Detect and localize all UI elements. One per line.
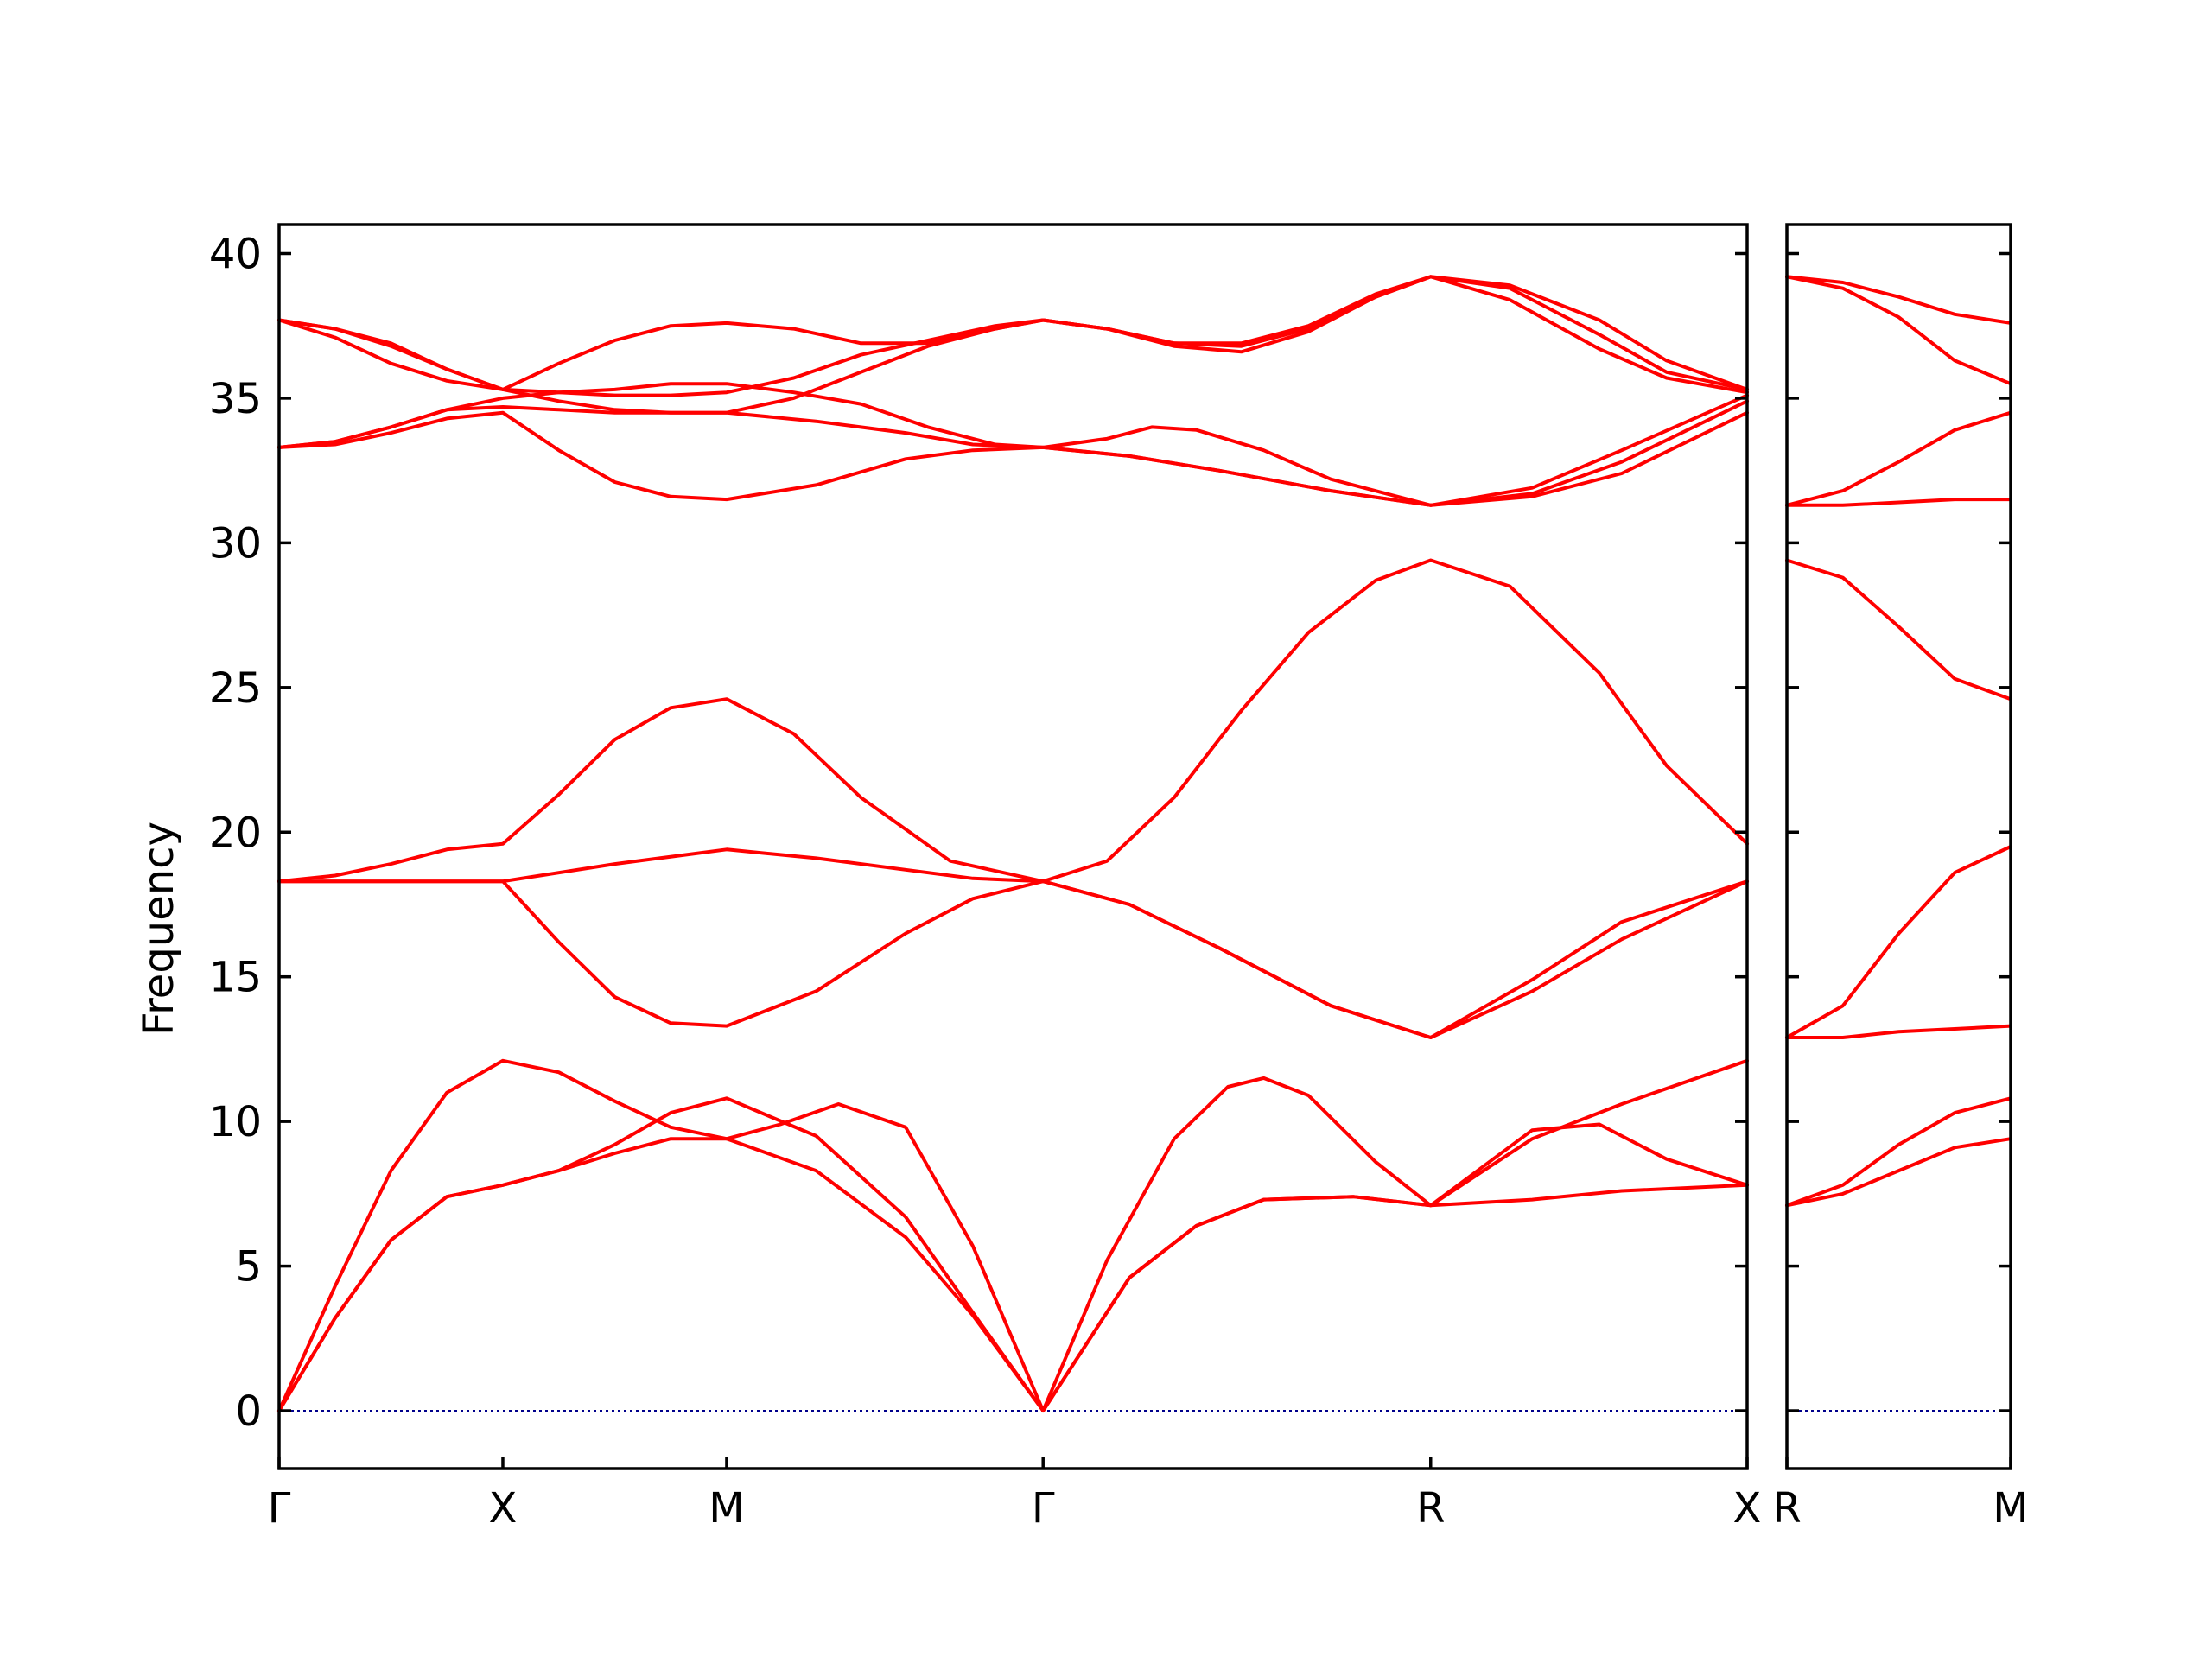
right-band-9	[1785, 275, 2012, 325]
left-frame	[277, 223, 1749, 1470]
y-tick-label: 5	[235, 1243, 262, 1292]
left-band-10	[277, 275, 1749, 415]
left-band-6	[277, 558, 1749, 884]
y-tick-label: 30	[209, 519, 262, 568]
left-band-12	[277, 275, 1749, 391]
left-band-9	[277, 393, 1749, 507]
left-band-2	[277, 1096, 1749, 1412]
left-panel: 0 5 10 15 20 25 30 35 40 Γ X M Γ R X	[209, 223, 1762, 1533]
right-band-4	[1785, 845, 2012, 1039]
x-tick-label: Γ	[268, 1484, 291, 1533]
x-tick-label: M	[1993, 1484, 2028, 1533]
left-band-1	[277, 1058, 1749, 1412]
left-band-3	[277, 1102, 1749, 1412]
right-band-3	[1785, 1024, 2012, 1039]
x-tick-label: R	[1772, 1484, 1801, 1533]
right-band-1	[1785, 1137, 2012, 1208]
y-tick-label: 40	[209, 230, 262, 278]
left-band-4	[277, 879, 1749, 1039]
x-tick-label: M	[709, 1484, 744, 1533]
left-band-5	[277, 847, 1749, 1039]
right-band-5	[1785, 558, 2012, 701]
right-band-7	[1785, 410, 2012, 507]
left-band-7	[277, 410, 1749, 507]
x-tick-label: X	[1733, 1484, 1762, 1533]
x-tick-label: Γ	[1032, 1484, 1055, 1533]
y-tick-label: 35	[209, 375, 262, 423]
x-tick-label: R	[1416, 1484, 1445, 1533]
y-tick-label: 10	[209, 1098, 262, 1146]
left-band-8	[277, 382, 1749, 507]
right-band-2	[1785, 1096, 2012, 1208]
right-frame	[1785, 223, 2012, 1470]
y-tick-label: 25	[209, 664, 262, 713]
y-tick-label: 15	[209, 954, 262, 1002]
y-tick-label: 20	[209, 809, 262, 857]
y-tick-label: 0	[235, 1387, 262, 1436]
right-band-6	[1785, 498, 2012, 507]
y-axis-label: Frequency	[135, 822, 183, 1036]
x-tick-label: X	[489, 1484, 518, 1533]
left-band-11	[277, 275, 1749, 397]
right-band-8	[1785, 275, 2012, 386]
